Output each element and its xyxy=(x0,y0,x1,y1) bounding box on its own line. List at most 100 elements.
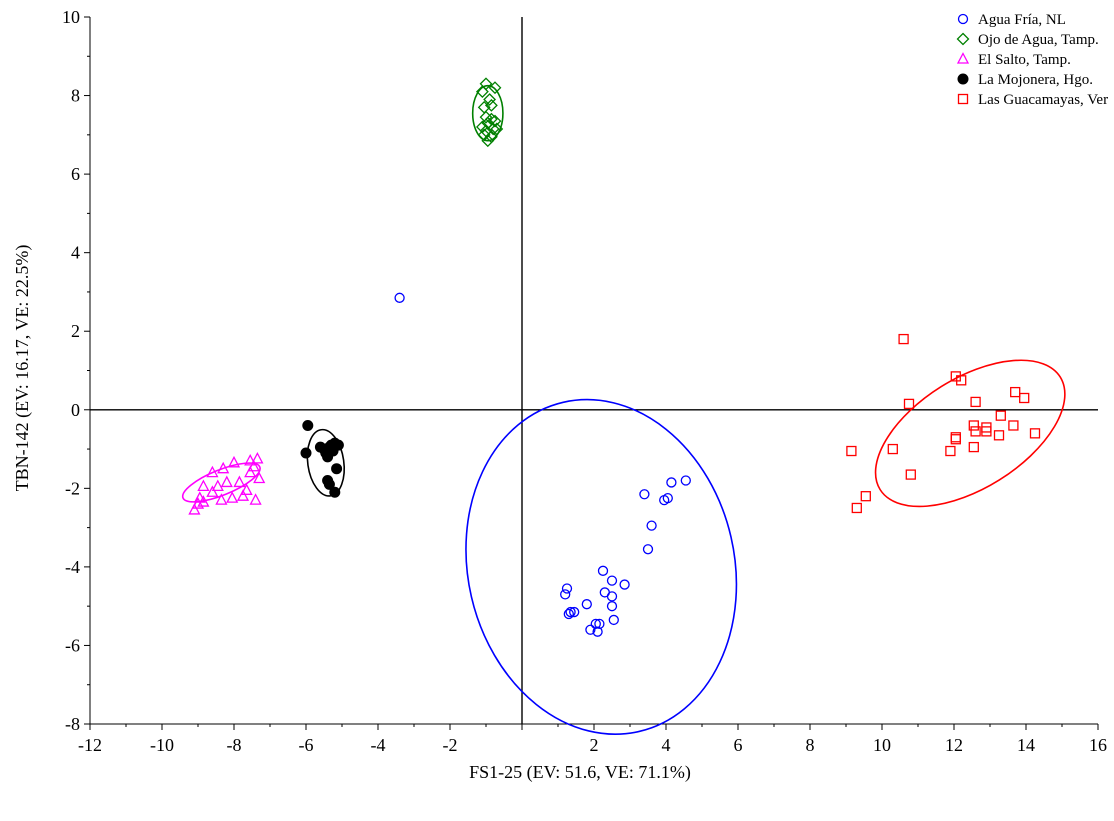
data-point xyxy=(608,614,619,626)
data-point xyxy=(993,430,1005,441)
legend-marker xyxy=(956,32,970,46)
data-point xyxy=(606,591,618,602)
legend: Agua Fría, NL Ojo de Agua, Tamp. El Salto,… xyxy=(956,12,1108,108)
data-point xyxy=(594,618,605,629)
data-point xyxy=(1029,428,1041,439)
legend-label: El Salto, Tamp. xyxy=(978,52,1071,68)
x-tick-label: 8 xyxy=(806,735,815,755)
data-point xyxy=(606,601,618,612)
data-point xyxy=(968,441,979,453)
series-3-points xyxy=(188,451,266,515)
data-point xyxy=(236,489,250,501)
x-tick-label: -10 xyxy=(150,735,174,755)
data-point xyxy=(846,445,857,457)
data-point xyxy=(486,122,500,136)
legend-marker xyxy=(957,13,969,25)
y-tick-label: 0 xyxy=(71,400,80,420)
data-point xyxy=(565,606,576,618)
data-point xyxy=(945,445,956,457)
data-point xyxy=(331,463,343,475)
data-point xyxy=(887,443,898,455)
data-point xyxy=(233,475,246,488)
data-point xyxy=(561,583,573,594)
x-tick-label: 14 xyxy=(1017,735,1035,755)
data-point xyxy=(970,396,981,408)
data-point xyxy=(490,122,504,136)
y-tick-label: 8 xyxy=(71,86,80,106)
data-point xyxy=(981,426,992,437)
data-points xyxy=(188,77,1041,637)
data-point xyxy=(680,475,691,486)
data-point xyxy=(484,98,498,112)
series-3-ellipse xyxy=(181,462,261,503)
data-point xyxy=(329,486,341,498)
data-point xyxy=(569,606,580,618)
data-point xyxy=(323,478,335,490)
legend-marker xyxy=(957,73,969,85)
data-point xyxy=(483,93,497,106)
data-point xyxy=(585,624,596,635)
data-point xyxy=(197,495,210,507)
x-tick-label: -12 xyxy=(78,735,102,755)
data-point xyxy=(244,453,257,466)
data-point xyxy=(950,434,961,445)
y-tick-label: -6 xyxy=(65,635,80,655)
data-point xyxy=(898,333,909,345)
x-tick-label: 10 xyxy=(873,735,891,755)
y-tick-label: -8 xyxy=(65,714,80,734)
series-4-ellipse xyxy=(306,428,346,497)
data-point xyxy=(592,626,603,637)
data-point xyxy=(481,134,495,148)
data-point xyxy=(206,485,219,497)
data-point xyxy=(300,447,312,459)
series-2-ellipse xyxy=(471,84,504,142)
legend-item: Agua Fría, NL xyxy=(957,12,1066,28)
data-point xyxy=(956,375,967,386)
confidence-ellipses xyxy=(181,84,1066,735)
data-point xyxy=(1008,420,1019,431)
x-tick-label: 16 xyxy=(1089,735,1107,755)
series-5-points xyxy=(846,333,1041,514)
data-point xyxy=(226,491,239,503)
x-axis-label: FS1-25 (EV: 51.6, VE: 71.1%) xyxy=(469,762,691,783)
data-point xyxy=(560,589,571,600)
data-point xyxy=(488,114,502,128)
data-point xyxy=(394,292,405,303)
data-point xyxy=(619,579,630,590)
data-point xyxy=(247,459,260,472)
data-point xyxy=(646,520,657,531)
data-point xyxy=(563,608,574,620)
data-point xyxy=(227,455,241,468)
data-point xyxy=(662,493,673,504)
legend-label: Agua Fría, NL xyxy=(978,12,1066,28)
y-tick-label: 4 xyxy=(71,243,80,263)
data-point xyxy=(220,475,233,488)
series-5-ellipse xyxy=(874,359,1066,508)
data-point xyxy=(970,426,981,437)
data-point xyxy=(581,599,592,610)
data-point xyxy=(215,493,228,505)
x-tick-label: 4 xyxy=(662,735,671,755)
series-4-points xyxy=(300,419,344,498)
x-tick-label: -4 xyxy=(371,735,386,755)
legend-item: El Salto, Tamp. xyxy=(956,52,1071,68)
x-tick-label: -6 xyxy=(299,735,314,755)
series-1-points xyxy=(394,292,691,637)
series-2-points xyxy=(475,77,504,148)
legend-label: Las Guacamayas, Ver xyxy=(978,92,1108,108)
data-point xyxy=(590,618,601,629)
data-point xyxy=(206,465,219,478)
legend-label: Ojo de Agua, Tamp. xyxy=(978,32,1099,48)
data-point xyxy=(1010,386,1021,398)
y-axis-label: TBN-142 (EV: 16.17, VE: 22.5%) xyxy=(12,245,33,492)
data-point xyxy=(475,85,489,99)
data-point xyxy=(639,489,650,500)
data-point xyxy=(327,445,339,457)
legend-marker xyxy=(957,93,969,105)
data-point xyxy=(240,483,253,495)
data-point xyxy=(217,461,230,474)
axes: -12 -10 -8 -6 -4 -2 2 4 6 8 10 12 14 16 -8 -6 -4 -2 0 2 4 6 8 1… xyxy=(62,7,1107,755)
data-point xyxy=(968,420,979,431)
